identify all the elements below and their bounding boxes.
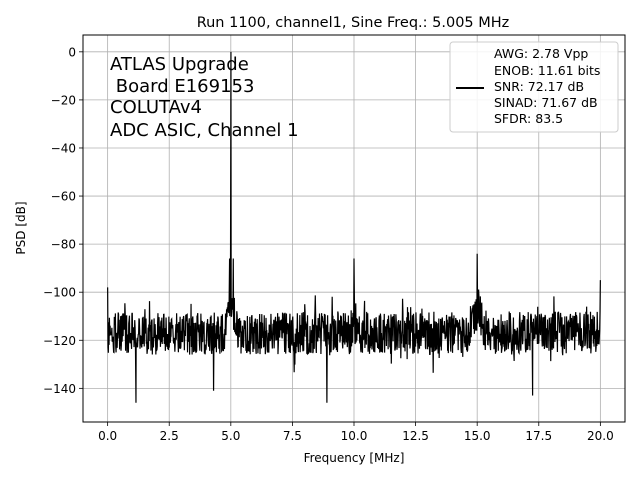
legend: AWG: 2.78 Vpp ENOB: 11.61 bits SNR: 72.1…	[449, 41, 619, 133]
y-axis-label: PSD [dB]	[14, 201, 28, 254]
y-tick-label: −100	[43, 286, 76, 300]
y-tick-label: −60	[51, 190, 76, 204]
legend-line-2: ENOB: 11.61 bits	[494, 63, 600, 78]
y-tick-label: −140	[43, 382, 76, 396]
annotation-line-3: COLUTAv4	[110, 97, 202, 118]
annotation-line-1: ATLAS Upgrade	[110, 54, 249, 75]
legend-line-5: SFDR: 83.5	[494, 111, 563, 126]
y-axis-ticks: 0 −20 −40 −60 −80 −100 −120 −140	[43, 45, 83, 396]
x-tick-label: 2.5	[160, 429, 179, 443]
y-tick-label: −40	[51, 141, 76, 155]
y-tick-label: −120	[43, 334, 76, 348]
y-tick-label: 0	[68, 45, 76, 59]
x-tick-label: 15.0	[464, 429, 491, 443]
y-tick-label: −20	[51, 93, 76, 107]
x-tick-label: 10.0	[341, 429, 368, 443]
x-tick-label: 0.0	[98, 429, 117, 443]
board-annotation: ATLAS Upgrade Board E169153 COLUTAv4 ADC…	[110, 54, 299, 141]
legend-line-1: AWG: 2.78 Vpp	[494, 46, 588, 61]
x-tick-label: 5.0	[221, 429, 240, 443]
x-tick-label: 12.5	[402, 429, 429, 443]
chart-title: Run 1100, channel1, Sine Freq.: 5.005 MH…	[197, 15, 510, 31]
plot-area	[107, 51, 601, 403]
legend-line-3: SNR: 72.17 dB	[494, 79, 584, 94]
psd-series-line	[107, 51, 601, 403]
legend-line-4: SINAD: 71.67 dB	[494, 95, 598, 110]
legend-box	[449, 41, 619, 133]
x-tick-label: 20.0	[587, 429, 614, 443]
annotation-line-2: Board E169153	[110, 76, 254, 97]
annotation-line-4: ADC ASIC, Channel 1	[110, 120, 299, 141]
y-tick-label: −80	[51, 238, 76, 252]
x-axis-ticks: 0.0 2.5 5.0 7.5 10.0 12.5 15.0 17.5 20.0	[98, 422, 614, 443]
x-axis-label: Frequency [MHz]	[304, 451, 405, 465]
x-tick-label: 17.5	[525, 429, 552, 443]
x-tick-label: 7.5	[283, 429, 302, 443]
